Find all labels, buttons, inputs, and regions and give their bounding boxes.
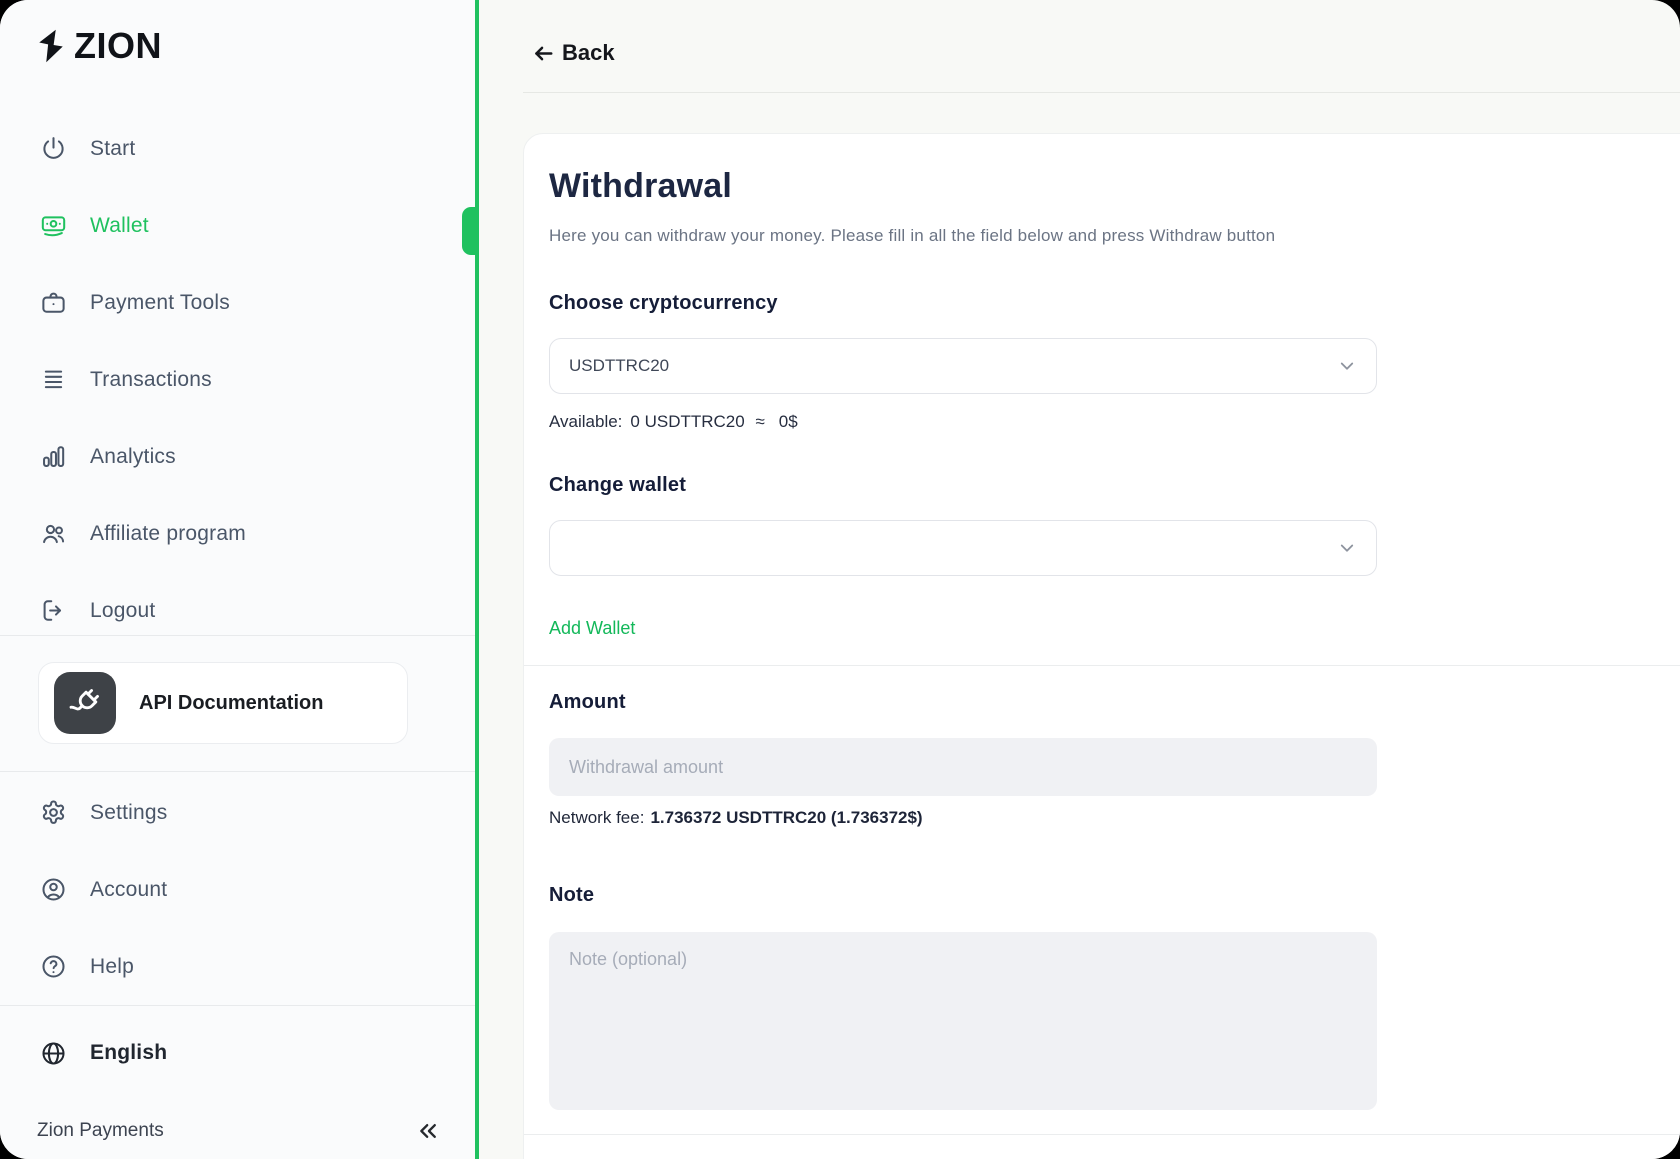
- logout-icon: [40, 597, 67, 624]
- page-title: Withdrawal: [549, 167, 733, 205]
- briefcase-icon: [40, 289, 67, 316]
- sidebar-item-transactions[interactable]: Transactions: [0, 341, 475, 418]
- sidebar: ZION Start Wallet Payment Tools: [0, 0, 479, 1159]
- crypto-select-value: USDTTRC20: [569, 356, 670, 375]
- main-content: Back Withdrawal Here you can withdraw yo…: [479, 0, 1680, 1159]
- plug-icon: [54, 672, 116, 735]
- primary-nav: Start Wallet Payment Tools Transactions: [0, 110, 475, 649]
- back-button[interactable]: Back: [479, 0, 629, 66]
- available-label: Available:: [549, 412, 623, 431]
- note-label: Note: [549, 884, 595, 906]
- bar-chart-icon: [40, 443, 67, 470]
- sidebar-divider: [0, 1005, 475, 1007]
- network-fee-label: Network fee:: [549, 808, 645, 827]
- sidebar-item-start[interactable]: Start: [0, 110, 475, 187]
- users-icon: [40, 520, 67, 547]
- chevron-down-icon: [1336, 537, 1358, 559]
- note-textarea[interactable]: [549, 932, 1377, 1110]
- sidebar-item-help[interactable]: Help: [0, 928, 475, 1005]
- lightning-bolt-icon: [36, 29, 66, 63]
- banknote-icon: [40, 212, 67, 239]
- sidebar-item-affiliate-program[interactable]: Affiliate program: [0, 495, 475, 572]
- wallet-selection-section: Withdrawal Here you can withdraw your mo…: [524, 134, 1680, 665]
- network-fee: Network fee: 1.736372 USDTTRC20 (1.736372…: [549, 808, 1679, 828]
- sidebar-footer: Zion Payments: [0, 1102, 475, 1159]
- withdrawal-card: Withdrawal Here you can withdraw your mo…: [523, 133, 1680, 1159]
- brand-name: ZION: [74, 25, 162, 67]
- gear-icon: [40, 799, 67, 826]
- section-divider: [524, 665, 1680, 666]
- section-divider: [524, 1134, 1680, 1135]
- amount-label: Amount: [549, 691, 626, 713]
- user-circle-icon: [40, 876, 67, 903]
- available-value: 0 USDTTRC20: [630, 412, 745, 431]
- available-balance: Available: 0 USDTTRC20 ≈0$: [549, 412, 1679, 432]
- api-documentation-card[interactable]: API Documentation: [38, 662, 408, 745]
- next-section-peek: [524, 1135, 1680, 1159]
- arrow-left-icon: [535, 46, 553, 60]
- page-description: Here you can withdraw your money. Please…: [549, 226, 1276, 245]
- chevron-down-icon: [1336, 355, 1358, 377]
- crypto-select[interactable]: USDTTRC20: [549, 338, 1377, 394]
- crypto-label: Choose cryptocurrency: [549, 292, 778, 314]
- sidebar-item-analytics[interactable]: Analytics: [0, 418, 475, 495]
- wallet-label: Change wallet: [549, 474, 687, 496]
- withdrawal-amount-input[interactable]: [549, 738, 1377, 796]
- sidebar-item-account[interactable]: Account: [0, 851, 475, 928]
- approx-symbol: ≈: [755, 412, 765, 431]
- collapse-sidebar-icon[interactable]: [413, 1116, 443, 1146]
- sidebar-divider: [0, 771, 475, 773]
- sidebar-divider: [0, 635, 475, 637]
- secondary-nav: Settings Account Help: [0, 774, 475, 1005]
- sidebar-item-settings[interactable]: Settings: [0, 774, 475, 851]
- list-lines-icon: [40, 366, 67, 393]
- add-wallet-link[interactable]: Add Wallet: [549, 618, 636, 638]
- amount-section: Amount Network fee: 1.736372 USDTTRC20 (1…: [524, 666, 1680, 1134]
- question-circle-icon: [40, 953, 67, 980]
- wallet-select[interactable]: [549, 520, 1377, 576]
- language-switcher[interactable]: English: [0, 1016, 475, 1090]
- sidebar-item-wallet[interactable]: Wallet: [0, 187, 475, 264]
- active-item-indicator: [462, 207, 479, 255]
- power-icon: [40, 135, 67, 162]
- brand-logo: ZION: [0, 0, 475, 92]
- available-usd: 0$: [778, 412, 798, 431]
- header-divider: [523, 92, 1680, 93]
- sidebar-item-payment-tools[interactable]: Payment Tools: [0, 264, 475, 341]
- network-fee-value: 1.736372 USDTTRC20 (1.736372$): [650, 808, 923, 827]
- sidebar-item-logout[interactable]: Logout: [0, 572, 475, 649]
- globe-icon: [40, 1040, 67, 1067]
- footer-brand-text: Zion Payments: [37, 1119, 164, 1141]
